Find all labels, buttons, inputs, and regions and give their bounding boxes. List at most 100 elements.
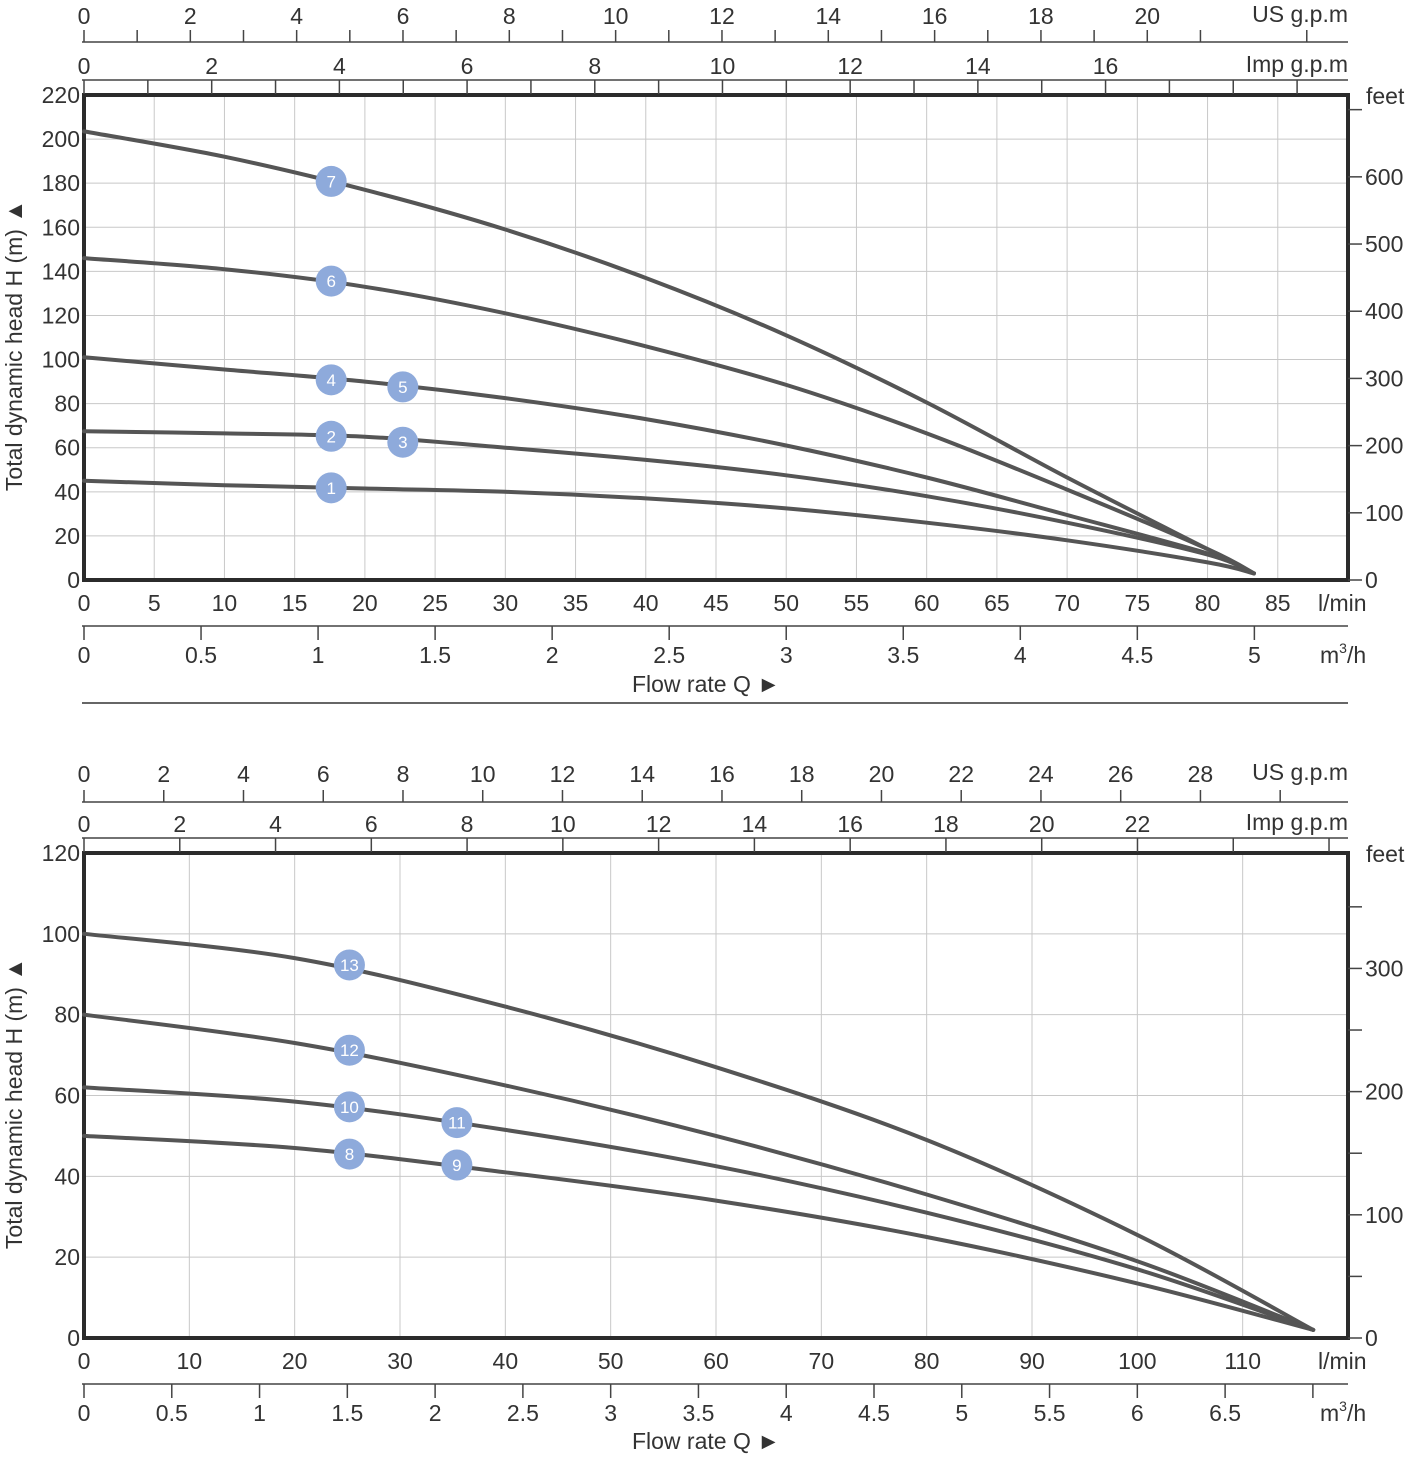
- us-gpm-tick-label: 14: [629, 761, 655, 787]
- m3h-tick-label: 6: [1131, 1400, 1144, 1426]
- pump-curve-4-5: [82, 355, 1256, 576]
- curve-marker-13: 13: [333, 949, 365, 981]
- m3h-tick-label: 0: [78, 1400, 91, 1426]
- imp-gpm-tick-label: 22: [1125, 811, 1151, 837]
- us-gpm-tick-label: 16: [922, 3, 948, 29]
- curve-marker-4: 4: [315, 364, 347, 396]
- imp-gpm-tick-label: 0: [78, 811, 91, 837]
- m3h-unit-label: m3/h: [1320, 640, 1366, 668]
- us-gpm-tick-label: 18: [789, 761, 815, 787]
- us-gpm-tick-label: 28: [1188, 761, 1214, 787]
- curve-marker-dot: [441, 1149, 473, 1181]
- y-tick-label: 120: [42, 302, 80, 328]
- y-tick-label: 100: [42, 347, 80, 373]
- curve-marker-1: 1: [315, 472, 347, 504]
- x-tick-label: 65: [984, 590, 1010, 616]
- m3h-tick-label: 4.5: [858, 1400, 890, 1426]
- curve-marker-dot: [315, 420, 347, 452]
- x-axis-title: Flow rate Q ►: [632, 671, 780, 697]
- x-tick-label: 75: [1125, 590, 1151, 616]
- pump-curve-8-9: [82, 1133, 1316, 1332]
- x-tick-label: 40: [633, 590, 659, 616]
- curve-marker-dot: [387, 371, 419, 403]
- y-tick-label: 40: [54, 1163, 80, 1189]
- pump-curve-2-3: [82, 429, 1256, 576]
- m3h-tick-label: 3.5: [682, 1400, 714, 1426]
- y-tick-label: 60: [54, 435, 80, 461]
- us-gpm-tick-label: 4: [290, 3, 303, 29]
- imp-gpm-tick-label: 16: [837, 811, 863, 837]
- x-tick-label: 100: [1118, 1348, 1156, 1374]
- us-gpm-tick-label: 14: [815, 3, 841, 29]
- m3h-tick-label: 4: [1014, 642, 1027, 668]
- curve-marker-10: 10: [333, 1091, 365, 1123]
- feet-tick-label: 500: [1365, 231, 1403, 257]
- imp-gpm-tick-label: 4: [269, 811, 282, 837]
- x-tick-label: 40: [493, 1348, 519, 1374]
- us-gpm-tick-label: 6: [317, 761, 330, 787]
- x-tick-label: 55: [844, 590, 870, 616]
- pump-curve-6: [82, 256, 1256, 576]
- curve-marker-7: 7: [315, 165, 347, 197]
- x-tick-label: 80: [914, 1348, 940, 1374]
- curve-marker-3: 3: [387, 426, 419, 458]
- m3h-tick-label: 3: [604, 1400, 617, 1426]
- y-tick-label: 20: [54, 1244, 80, 1270]
- m3h-tick-label: 3.5: [887, 642, 919, 668]
- feet-unit-label: feet: [1366, 841, 1405, 867]
- curve-marker-dot: [333, 949, 365, 981]
- x-tick-label: 20: [282, 1348, 308, 1374]
- y-tick-label: 120: [42, 840, 80, 866]
- feet-tick-label: 300: [1365, 955, 1403, 981]
- m3h-tick-label: 5: [955, 1400, 968, 1426]
- us-gpm-unit-label: US g.p.m: [1252, 759, 1348, 785]
- curve-marker-dot: [315, 472, 347, 504]
- m3h-tick-label: 0.5: [185, 642, 217, 668]
- imp-gpm-tick-label: 4: [333, 53, 346, 79]
- feet-tick-label: 400: [1365, 298, 1403, 324]
- us-gpm-tick-label: 24: [1028, 761, 1054, 787]
- x-tick-label: 60: [703, 1348, 729, 1374]
- imp-gpm-tick-label: 14: [965, 53, 991, 79]
- feet-tick-label: 200: [1365, 1079, 1403, 1105]
- imp-gpm-tick-label: 8: [588, 53, 601, 79]
- x-tick-label: 5: [148, 590, 161, 616]
- imp-gpm-tick-label: 2: [173, 811, 186, 837]
- feet-tick-label: 0: [1365, 567, 1378, 593]
- x-unit-label: l/min: [1318, 590, 1367, 616]
- curve-marker-label: 12: [340, 1041, 359, 1060]
- m3h-unit-tail: /h: [1347, 1400, 1366, 1426]
- plot-frame: [82, 93, 1350, 582]
- m3h-tick-label: 4: [780, 1400, 793, 1426]
- x-tick-label: 25: [422, 590, 448, 616]
- us-gpm-tick-label: 20: [869, 761, 895, 787]
- x-tick-label: 70: [1054, 590, 1080, 616]
- pump-curve-10-11: [82, 1085, 1316, 1332]
- curve-marker-label: 10: [340, 1098, 359, 1117]
- x-tick-label: 45: [703, 590, 729, 616]
- x-tick-label: 85: [1265, 590, 1291, 616]
- x-tick-label: 80: [1195, 590, 1221, 616]
- feet-tick-label: 0: [1365, 1325, 1378, 1351]
- y-tick-label: 20: [54, 523, 80, 549]
- imp-gpm-tick-label: 18: [933, 811, 959, 837]
- curve-marker-label: 8: [345, 1145, 354, 1164]
- y-tick-label: 140: [42, 258, 80, 284]
- curve-marker-dot: [333, 1091, 365, 1123]
- imp-gpm-tick-label: 10: [550, 811, 576, 837]
- curve-marker-dot: [315, 165, 347, 197]
- x-tick-label: 20: [352, 590, 378, 616]
- curve-marker-12: 12: [333, 1034, 365, 1066]
- curve-marker-5: 5: [387, 371, 419, 403]
- curve-marker-dot: [387, 426, 419, 458]
- y-tick-label: 0: [67, 567, 80, 593]
- x-tick-label: 30: [493, 590, 519, 616]
- feet-tick-label: 200: [1365, 433, 1403, 459]
- y-tick-label: 80: [54, 1002, 80, 1028]
- imp-gpm-unit-label: Imp g.p.m: [1246, 51, 1348, 77]
- us-gpm-tick-label: 8: [397, 761, 410, 787]
- m3h-tick-label: 2: [429, 1400, 442, 1426]
- curve-marker-8: 8: [333, 1138, 365, 1170]
- m3h-tick-label: 1: [253, 1400, 266, 1426]
